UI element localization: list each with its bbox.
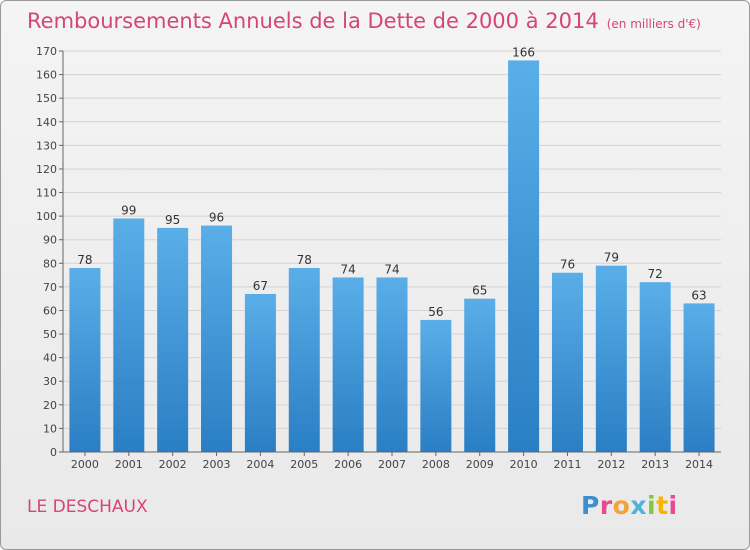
chart-title: Remboursements Annuels de la Dette de 20…: [27, 9, 701, 33]
bar-2003: [201, 225, 233, 452]
y-tick-label: 30: [43, 375, 57, 388]
y-tick-label: 110: [36, 187, 57, 200]
x-tick-label-2010: 2010: [510, 458, 538, 471]
bar-2009: [464, 298, 496, 452]
x-tick-label-2002: 2002: [159, 458, 187, 471]
chart-title-text: Remboursements Annuels de la Dette de 20…: [27, 9, 599, 33]
axes: [62, 51, 721, 453]
x-tick-label-2006: 2006: [334, 458, 362, 471]
x-tick-label-2012: 2012: [597, 458, 625, 471]
logo-letter: i: [668, 491, 678, 520]
bar-2012: [595, 265, 627, 452]
x-tick-label-2011: 2011: [553, 458, 581, 471]
data-label-2007: 74: [384, 262, 399, 276]
bar-2011: [551, 272, 583, 452]
bar-2000: [69, 268, 101, 452]
data-labels: 78 99 95 96 67 78 74 74 56 65 166 76 79 72 63: [77, 45, 706, 318]
bars: [69, 60, 715, 452]
y-tick-label: 170: [36, 45, 57, 58]
logo-letter: t: [656, 491, 669, 520]
data-label-2002: 95: [165, 213, 180, 227]
data-label-2011: 76: [560, 258, 575, 272]
y-tick-label: 120: [36, 163, 57, 176]
bar-2005: [288, 268, 320, 452]
data-label-2006: 74: [340, 262, 355, 276]
bar-2014: [683, 303, 715, 452]
bar-2001: [113, 218, 145, 452]
bar-2004: [244, 293, 276, 452]
x-tick-label-2004: 2004: [246, 458, 274, 471]
x-tick-label-2005: 2005: [290, 458, 318, 471]
x-tick-label-2007: 2007: [378, 458, 406, 471]
x-tick-label-2013: 2013: [641, 458, 669, 471]
data-label-2000: 78: [77, 253, 92, 267]
data-label-2001: 99: [121, 203, 136, 217]
data-label-2010: 166: [512, 45, 535, 59]
data-label-2012: 79: [604, 251, 619, 265]
x-tick-label-2009: 2009: [466, 458, 494, 471]
bar-2010: [508, 60, 540, 452]
bar-2002: [157, 227, 189, 452]
y-tick-label: 140: [36, 116, 57, 129]
y-tick-label: 160: [36, 69, 57, 82]
data-label-2004: 67: [253, 279, 268, 293]
data-label-2003: 96: [209, 211, 224, 225]
x-tick-label-2001: 2001: [115, 458, 143, 471]
y-tick-label: 50: [43, 328, 57, 341]
y-tick-label: 10: [43, 422, 57, 435]
data-label-2005: 78: [297, 253, 312, 267]
y-tick-label: 150: [36, 92, 57, 105]
bar-2013: [639, 282, 671, 452]
y-axis-ticks: 0 10 20 30 40 50 60 70 80 90 100 110 120 130 140 150 160…: [36, 45, 63, 459]
x-tick-label-2008: 2008: [422, 458, 450, 471]
y-tick-label: 100: [36, 210, 57, 223]
bar-2006: [332, 277, 364, 452]
logo-letter: x: [630, 491, 647, 520]
y-tick-label: 40: [43, 352, 57, 365]
data-label-2013: 72: [648, 267, 663, 281]
data-label-2014: 63: [691, 288, 706, 302]
logo-letter: P: [581, 491, 600, 520]
logo-letter: o: [612, 491, 631, 520]
logo-letter: i: [647, 491, 657, 520]
bar-2007: [376, 277, 408, 452]
bar-2008: [420, 319, 452, 452]
logo-letter: r: [599, 491, 613, 520]
data-label-2009: 65: [472, 284, 487, 298]
x-axis-ticks: 2000 2001 2002 2003 2004 2005 2006 2007 2008 2009…: [71, 452, 713, 471]
y-tick-label: 130: [36, 139, 57, 152]
chart-title-unit: (en milliers d'€): [606, 17, 701, 31]
x-tick-label-2000: 2000: [71, 458, 99, 471]
y-tick-label: 90: [43, 234, 57, 247]
town-name: LE DESCHAUX: [27, 497, 148, 517]
proxiti-logo: Proxiti: [581, 491, 678, 520]
y-tick-label: 70: [43, 281, 57, 294]
y-tick-label: 80: [43, 257, 57, 270]
x-tick-label-2014: 2014: [685, 458, 713, 471]
x-tick-label-2003: 2003: [203, 458, 231, 471]
data-label-2008: 56: [428, 305, 443, 319]
y-tick-label: 60: [43, 304, 57, 317]
y-tick-label: 20: [43, 399, 57, 412]
y-tick-label: 0: [50, 446, 57, 459]
